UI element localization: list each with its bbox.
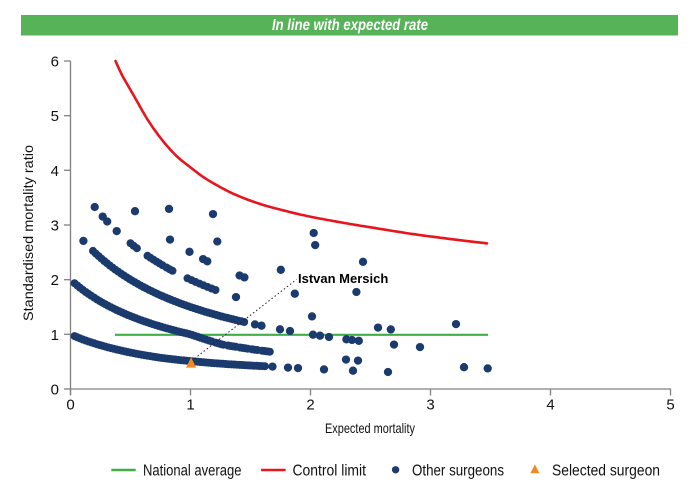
svg-text:Control limit: Control limit <box>293 462 367 479</box>
svg-text:Selected surgeon: Selected surgeon <box>552 462 660 479</box>
svg-text:6: 6 <box>51 54 59 71</box>
svg-text:3: 3 <box>51 218 59 235</box>
svg-text:Standardised mortality ratio: Standardised mortality ratio <box>20 145 36 321</box>
svg-text:Expected mortality: Expected mortality <box>325 420 415 436</box>
svg-text:0: 0 <box>51 382 59 399</box>
svg-text:4: 4 <box>51 163 59 180</box>
svg-text:3: 3 <box>426 397 434 414</box>
svg-text:0: 0 <box>66 397 74 414</box>
svg-text:2: 2 <box>51 272 59 289</box>
svg-text:1: 1 <box>51 327 59 344</box>
svg-text:1: 1 <box>186 397 194 414</box>
svg-text:5: 5 <box>51 108 59 125</box>
svg-text:Istvan Mersich: Istvan Mersich <box>298 271 388 286</box>
svg-text:4: 4 <box>546 397 554 414</box>
svg-text:Other surgeons: Other surgeons <box>412 462 504 479</box>
svg-text:2: 2 <box>306 397 314 414</box>
svg-text:National average: National average <box>143 462 242 479</box>
svg-text:5: 5 <box>666 397 674 414</box>
svg-text:In line with expected rate: In line with expected rate <box>272 17 428 34</box>
